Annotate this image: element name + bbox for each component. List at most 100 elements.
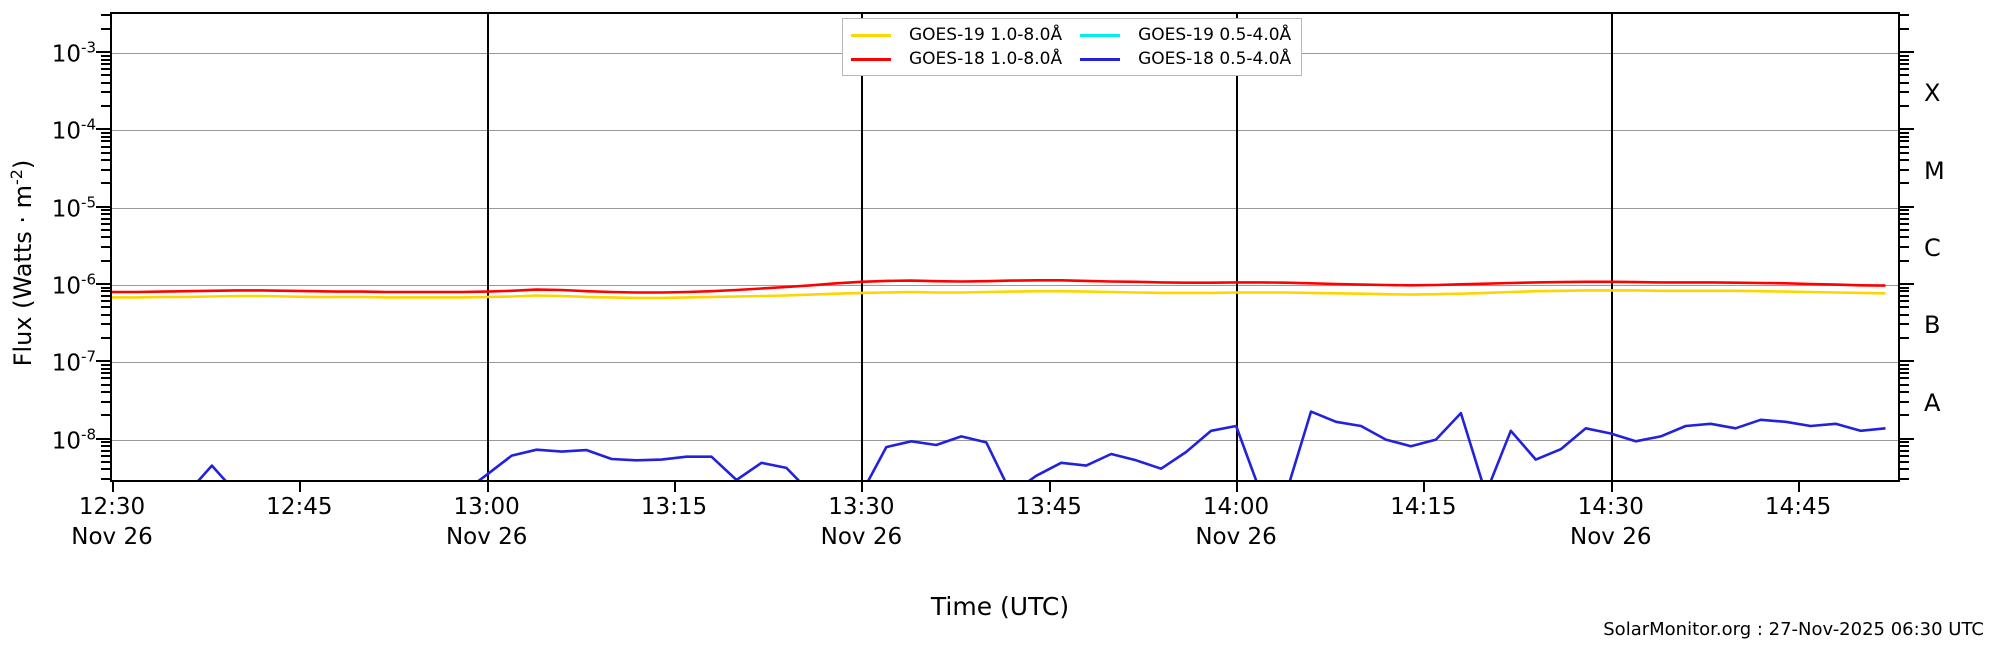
x-axis-title: Time (UTC) bbox=[930, 592, 1070, 621]
legend-label-goes-18-0-5-4-0-: GOES-18 0.5-4.0Å bbox=[1138, 49, 1292, 69]
series-line-goes-18-1-0-8-0- bbox=[112, 280, 1886, 292]
gridline-y--5 bbox=[112, 207, 1898, 209]
x-tick-time-1300: 13:00 bbox=[453, 494, 520, 520]
y-minor-tick-r bbox=[1900, 290, 1909, 293]
x-tick-1245 bbox=[299, 482, 302, 492]
y-minor-tick-r bbox=[1900, 222, 1909, 225]
x-tick-time-1345: 13:45 bbox=[1015, 494, 1082, 520]
y-minor-tick-l bbox=[101, 377, 110, 380]
y-minor-tick-r bbox=[1900, 213, 1909, 216]
y-minor-tick-l bbox=[101, 182, 110, 185]
y-minor-tick-r bbox=[1900, 367, 1909, 370]
vertical-separator-1400 bbox=[1236, 14, 1239, 480]
y-minor-tick-l bbox=[101, 14, 110, 17]
x-tick-date-1230: Nov 26 bbox=[71, 524, 153, 550]
x-tick-date-1400: Nov 26 bbox=[1195, 524, 1277, 550]
legend: GOES-19 1.0-8.0Å GOES-19 0.5-4.0Å GOES-18 … bbox=[842, 18, 1303, 76]
y-minor-tick-r bbox=[1900, 300, 1909, 303]
legend-label-goes-19-0-5-4-0-: GOES-19 0.5-4.0Å bbox=[1138, 25, 1292, 45]
y-minor-tick-l bbox=[101, 400, 110, 403]
y-major-tick-l bbox=[96, 360, 110, 363]
y-tick-label--4: 10-4 bbox=[51, 116, 96, 145]
y-minor-tick-l bbox=[101, 460, 110, 463]
y-minor-tick-r bbox=[1900, 81, 1909, 84]
y-minor-tick-l bbox=[101, 246, 110, 249]
y-minor-tick-r bbox=[1900, 313, 1909, 316]
y-tick-label--3: 10-3 bbox=[51, 38, 96, 68]
y-minor-tick-r bbox=[1900, 323, 1909, 326]
gridline-y--7 bbox=[112, 362, 1898, 364]
y-minor-tick-r bbox=[1900, 468, 1909, 471]
x-tick-1445 bbox=[1798, 482, 1801, 492]
y-minor-tick-r bbox=[1900, 363, 1909, 366]
y-minor-tick-l bbox=[101, 228, 110, 231]
y-minor-tick-l bbox=[101, 135, 110, 138]
y-tick-label--5: 10-5 bbox=[51, 193, 96, 222]
y-major-tick-r bbox=[1900, 282, 1914, 285]
x-axis-tick-labels: 12:30 Nov 26 12:45 13:00 Nov 26 13:15 13:30 Nov… bbox=[0, 484, 2000, 564]
y-minor-tick-r bbox=[1900, 91, 1909, 94]
y-minor-tick-r bbox=[1900, 151, 1909, 154]
y-minor-tick-l bbox=[101, 391, 110, 394]
y-minor-tick-r bbox=[1900, 58, 1909, 61]
y-major-tick-l bbox=[96, 128, 110, 131]
x-tick-time-1415: 14:15 bbox=[1390, 494, 1457, 520]
y-minor-tick-l bbox=[101, 313, 110, 316]
y-minor-tick-l bbox=[101, 159, 110, 162]
x-tick-1345 bbox=[1048, 482, 1051, 492]
goes-class-label-c: C bbox=[1924, 234, 1941, 263]
y-major-tick-r bbox=[1900, 128, 1914, 131]
y-minor-tick-l bbox=[101, 58, 110, 61]
y-minor-tick-r bbox=[1900, 391, 1909, 394]
x-tick-1315 bbox=[674, 482, 677, 492]
y-minor-tick-l bbox=[101, 131, 110, 134]
goes-class-label-b: B bbox=[1924, 311, 1941, 340]
y-minor-tick-l bbox=[101, 54, 110, 57]
y-minor-tick-l bbox=[101, 81, 110, 84]
x-tick-time-1315: 13:15 bbox=[640, 494, 708, 520]
gridline-y--6 bbox=[112, 284, 1898, 286]
y-minor-tick-r bbox=[1900, 460, 1909, 463]
y-minor-tick-l bbox=[101, 441, 110, 444]
legend-label-goes-18-1-0-8-0-: GOES-18 1.0-8.0Å bbox=[909, 49, 1063, 69]
y-major-tick-r bbox=[1900, 205, 1914, 208]
y-minor-tick-l bbox=[101, 259, 110, 262]
y-minor-tick-r bbox=[1900, 445, 1909, 448]
y-minor-tick-l bbox=[101, 337, 110, 339]
y-minor-tick-r bbox=[1900, 306, 1909, 309]
y-minor-tick-l bbox=[101, 217, 110, 220]
y-axis-tick-labels: 10-3 10-4 10-5 10-6 10-7 10-8 bbox=[0, 0, 110, 494]
x-tick-time-1330: 13:30 bbox=[828, 494, 895, 520]
y-minor-tick-l bbox=[101, 454, 110, 457]
vertical-separator-1300 bbox=[486, 14, 489, 480]
y-minor-tick-l bbox=[101, 222, 110, 225]
y-minor-tick-r bbox=[1900, 337, 1909, 339]
y-minor-tick-r bbox=[1900, 400, 1909, 403]
y-minor-tick-r bbox=[1900, 217, 1909, 220]
y-minor-tick-r bbox=[1900, 63, 1909, 66]
y-minor-tick-r bbox=[1900, 54, 1909, 57]
y-minor-tick-r bbox=[1900, 377, 1909, 380]
y-tick-label--7: 10-7 bbox=[51, 347, 96, 377]
x-tick-1430 bbox=[1610, 482, 1613, 492]
y-minor-tick-r bbox=[1900, 246, 1909, 249]
y-minor-tick-r bbox=[1900, 372, 1909, 375]
y-major-tick-l bbox=[96, 205, 110, 208]
y-minor-tick-r bbox=[1900, 383, 1909, 386]
y-minor-tick-l bbox=[101, 236, 110, 239]
legend-swatch-goes-18-0-5-4-0- bbox=[1080, 57, 1121, 61]
y-axis-title: Flux (Watts · m-2) bbox=[7, 159, 37, 367]
vertical-separator-1430 bbox=[1610, 14, 1613, 480]
x-tick-1330 bbox=[861, 482, 864, 492]
y-minor-tick-r bbox=[1900, 294, 1909, 297]
y-minor-tick-l bbox=[101, 151, 110, 154]
y-minor-tick-l bbox=[101, 294, 110, 297]
y-minor-tick-r bbox=[1900, 454, 1909, 457]
y-major-tick-l bbox=[96, 282, 110, 285]
y-minor-tick-r bbox=[1900, 209, 1909, 212]
y-minor-tick-l bbox=[101, 140, 110, 143]
x-axis-ticks bbox=[0, 482, 2000, 494]
series-line-goes-18-0-5-4-0- bbox=[112, 412, 1886, 480]
y-axis-ticks-right bbox=[1900, 12, 1924, 482]
y-minor-tick-l bbox=[101, 306, 110, 309]
